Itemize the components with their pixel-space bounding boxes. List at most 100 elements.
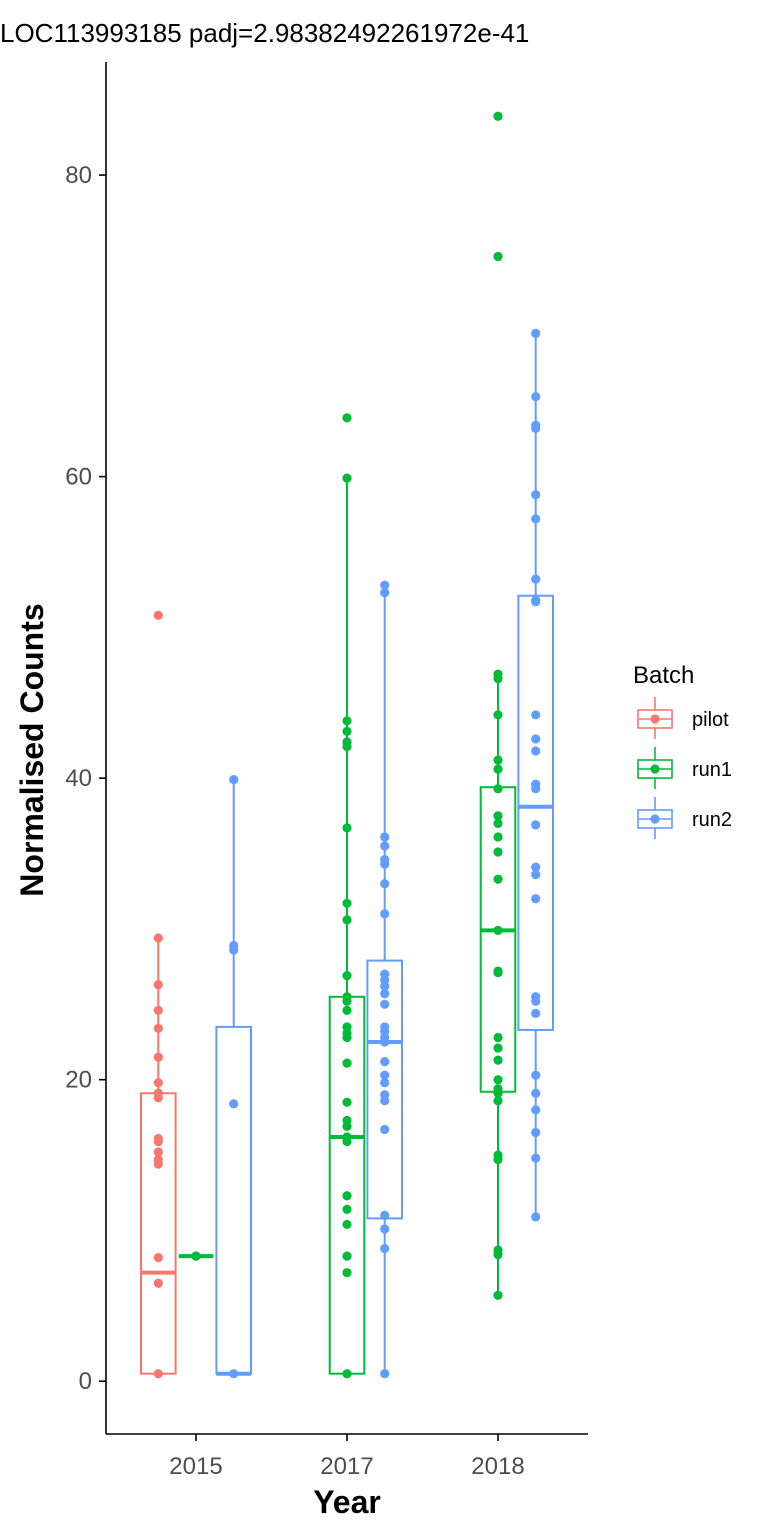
data-point — [342, 898, 352, 908]
y-tick-label: 20 — [65, 1067, 92, 1094]
data-point — [342, 1219, 352, 1230]
data-point — [229, 775, 239, 785]
data-point — [229, 1369, 239, 1379]
data-point — [493, 1245, 503, 1255]
data-point — [153, 1023, 163, 1034]
data-point — [380, 969, 390, 979]
data-point — [493, 1043, 503, 1053]
chart-title: LOC113993185 padj=2.98382492261972e-41 — [0, 18, 529, 48]
legend-keys: pilot run1 run2 — [637, 697, 732, 839]
data-point — [342, 737, 352, 747]
box-run2-2018 — [517, 328, 555, 1222]
y-tick-label: 80 — [65, 162, 92, 189]
y-tick-label: 60 — [65, 464, 92, 491]
data-point — [153, 933, 163, 943]
box-run2-2017 — [366, 580, 403, 1379]
data-point — [531, 734, 541, 744]
data-point — [531, 870, 541, 880]
data-point — [493, 251, 503, 262]
data-point — [531, 820, 541, 830]
y-ticks: 0 20 40 60 80 — [65, 162, 106, 1395]
data-point — [531, 894, 541, 904]
data-point — [342, 413, 352, 423]
data-point — [342, 716, 352, 726]
box-run1-2017 — [328, 413, 366, 1379]
data-point — [531, 514, 541, 524]
box-run1-2018 — [479, 111, 517, 1300]
box-run1-2015 — [178, 1251, 214, 1261]
data-point — [531, 1127, 541, 1138]
data-point — [380, 1224, 390, 1234]
data-point — [493, 1075, 503, 1085]
data-point — [380, 1070, 390, 1080]
data-point — [531, 1070, 541, 1080]
data-point — [342, 726, 352, 737]
box-pilot-2015 — [140, 610, 177, 1379]
data-point — [531, 1212, 541, 1222]
data-point — [531, 328, 541, 338]
data-point — [493, 1032, 503, 1043]
data-point — [380, 580, 390, 590]
data-point — [229, 1099, 239, 1109]
data-point — [342, 1191, 352, 1201]
data-point — [342, 1022, 352, 1032]
data-point — [380, 1210, 390, 1220]
data-point — [531, 1153, 541, 1163]
data-point — [342, 1204, 352, 1214]
legend-label: run1 — [692, 759, 732, 781]
legend-item-run2: run2 — [637, 797, 732, 839]
y-axis-title: Normalised Counts — [14, 603, 50, 896]
data-point — [153, 1005, 163, 1015]
data-point — [380, 854, 390, 865]
data-point — [153, 1052, 163, 1062]
data-point — [153, 1278, 163, 1288]
data-point — [153, 1369, 163, 1379]
data-point — [342, 1097, 352, 1107]
data-point — [380, 1057, 390, 1067]
data-point — [531, 1088, 541, 1098]
legend-key-point — [650, 714, 660, 724]
data-point — [493, 1290, 503, 1300]
x-tick-label: 2015 — [169, 1453, 222, 1480]
data-point — [531, 392, 541, 402]
data-point — [380, 909, 390, 919]
data-point — [531, 746, 541, 756]
data-point — [380, 1124, 390, 1135]
data-point — [493, 832, 503, 842]
box-body — [366, 959, 403, 1220]
box-body — [517, 594, 555, 1031]
data-point — [531, 1105, 541, 1115]
data-point — [493, 874, 503, 884]
data-point — [342, 971, 352, 981]
data-point — [153, 980, 163, 990]
data-point — [531, 710, 541, 720]
data-point — [380, 1369, 390, 1379]
data-point — [493, 1150, 503, 1160]
data-point — [493, 710, 503, 720]
legend-label: run2 — [692, 809, 732, 831]
legend-key-point — [650, 764, 660, 774]
data-point — [493, 811, 503, 821]
legend-title: Batch — [633, 662, 694, 689]
data-point — [342, 823, 352, 833]
x-axis-title: Year — [313, 1484, 381, 1520]
data-point — [380, 1078, 390, 1088]
plot-area — [140, 111, 555, 1379]
legend-item-pilot: pilot — [637, 697, 729, 739]
data-point — [342, 1369, 352, 1379]
data-point — [153, 1078, 163, 1088]
x-axis: 2015 2017 2018 — [106, 1433, 588, 1480]
data-point — [531, 992, 541, 1002]
legend: Batch pilot run1 run2 — [633, 662, 732, 839]
data-point — [531, 420, 541, 430]
data-point — [342, 1268, 352, 1278]
legend-label: pilot — [692, 709, 729, 731]
box-body — [215, 1025, 252, 1375]
data-point — [493, 1084, 503, 1094]
data-point — [493, 669, 503, 679]
data-point — [380, 832, 390, 842]
data-point — [380, 841, 390, 851]
y-tick-label: 40 — [65, 765, 92, 792]
data-point — [342, 1132, 352, 1142]
